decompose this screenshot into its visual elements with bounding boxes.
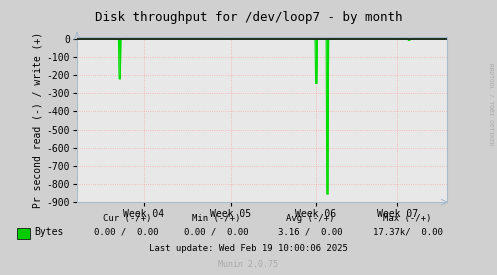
Text: 0.00 /  0.00: 0.00 / 0.00 [94,228,159,237]
Text: RRDTOOL / TOBI OETIKER: RRDTOOL / TOBI OETIKER [488,63,493,146]
Text: 3.16 /  0.00: 3.16 / 0.00 [278,228,343,237]
Text: 0.00 /  0.00: 0.00 / 0.00 [184,228,248,237]
Text: Min (-/+): Min (-/+) [192,214,241,223]
Text: Avg (-/+): Avg (-/+) [286,214,335,223]
Text: Last update: Wed Feb 19 10:00:06 2025: Last update: Wed Feb 19 10:00:06 2025 [149,244,348,253]
Y-axis label: Pr second read (-) / write (+): Pr second read (-) / write (+) [32,32,42,208]
Text: Max (-/+): Max (-/+) [383,214,432,223]
Text: Cur (-/+): Cur (-/+) [102,214,151,223]
Text: 17.37k/  0.00: 17.37k/ 0.00 [373,228,442,237]
Text: Bytes: Bytes [34,227,63,237]
Text: Disk throughput for /dev/loop7 - by month: Disk throughput for /dev/loop7 - by mont… [95,11,402,24]
Text: Munin 2.0.75: Munin 2.0.75 [219,260,278,269]
